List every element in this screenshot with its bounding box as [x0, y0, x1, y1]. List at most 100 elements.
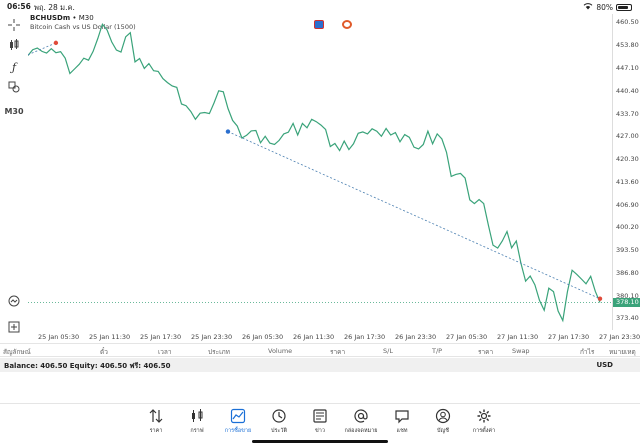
nav-label: การตั้งค่า — [472, 428, 496, 434]
bottom-nav: ราคา กราฟ การซื้อขาย ประวัติ ข่าว กล่องจดหมาย… — [0, 403, 640, 447]
price-tick-label: 453.80 — [616, 41, 639, 50]
nav-item[interactable]: ราคา — [136, 408, 176, 435]
nav-label: ราคา — [149, 428, 163, 434]
balance-bar: Balance: 406.50 Equity: 406.50 ฟรี: 406.… — [0, 358, 640, 372]
battery-percent: 80% — [596, 2, 613, 12]
signal-icon[interactable] — [342, 20, 352, 29]
price-tick-label: 380.10 — [616, 291, 639, 300]
chart-symbol: BCHUSDm — [30, 14, 71, 22]
price-tick-label: 373.40 — [616, 314, 639, 323]
battery-icon — [616, 3, 632, 11]
time-tick-label: 27 Jan 11:30 — [497, 333, 539, 341]
nav-item[interactable]: ข่าว — [300, 408, 340, 435]
time-tick-label: 26 Jan 05:30 — [242, 333, 284, 341]
trendline[interactable] — [28, 42, 57, 56]
chart-subtitle: Bitcoin Cash vs US Dollar (1500) — [30, 23, 136, 31]
nav-item[interactable]: แชท — [382, 408, 422, 435]
trendline[interactable] — [227, 131, 601, 300]
orders-column-header[interactable]: กำไร — [580, 348, 595, 356]
price-tick-label: 460.50 — [616, 18, 639, 27]
orders-column-header[interactable]: Volume — [268, 347, 293, 355]
price-tick-label: 427.00 — [616, 132, 639, 141]
price-tick-label: 406.90 — [616, 200, 639, 209]
orders-column-header[interactable]: ตั๋ว — [100, 348, 108, 356]
candles-icon — [192, 409, 203, 422]
price-axis: 460.50 453.80 447.10 440.40 433.70 427.00 420.… — [612, 14, 640, 330]
price-tick-label: 413.60 — [616, 177, 639, 186]
price-line — [28, 22, 601, 323]
chat-icon — [395, 410, 409, 424]
nav-label: แชท — [396, 428, 408, 434]
nav-label: บัญชี — [437, 428, 449, 434]
orders-column-header[interactable]: หมายเหตุ — [609, 348, 636, 356]
time-tick-label: 26 Jan 11:30 — [293, 333, 335, 341]
chart-area[interactable]: BCHUSDm • M30 Bitcoin Cash vs US Dollar … — [28, 14, 612, 330]
trade-icon[interactable] — [314, 20, 324, 29]
price-tick-label: 386.80 — [616, 268, 639, 277]
time-tick-label: 27 Jan 23:30 — [599, 333, 640, 341]
orders-column-header[interactable]: สัญลักษณ์ — [3, 348, 31, 356]
orders-column-header[interactable]: ประเภท — [208, 348, 230, 356]
price-tick-label: 393.50 — [616, 246, 639, 255]
indicators-icon[interactable] — [4, 36, 24, 54]
news-icon — [313, 409, 327, 423]
zoom-icon[interactable] — [4, 292, 24, 310]
time-tick-label: 26 Jan 23:30 — [395, 333, 437, 341]
home-indicator — [252, 440, 388, 443]
nav-item[interactable]: กราฟ — [177, 408, 217, 435]
orders-column-header[interactable]: S/L — [383, 347, 393, 355]
price-tick-label: 400.20 — [616, 223, 639, 232]
chart-title: BCHUSDm • M30 — [30, 14, 94, 22]
wifi-icon — [583, 2, 593, 12]
nav-item[interactable]: ประวัติ — [259, 408, 299, 435]
current-price-tag: 378.10 — [613, 297, 640, 307]
balance-text: Balance: 406.50 Equity: 406.50 ฟรี: 406.… — [4, 362, 171, 370]
timeframe-button[interactable]: M30 — [4, 106, 24, 116]
orders-column-header[interactable]: ราคา — [478, 348, 494, 356]
add-window-icon[interactable] — [4, 318, 24, 336]
at-icon — [354, 409, 368, 423]
status-date: พฤ. 28 ม.ค. — [34, 3, 75, 12]
chart-timeframe: • M30 — [70, 14, 94, 22]
orders-column-header[interactable]: ราคา — [330, 348, 346, 356]
function-icon[interactable]: ƒ — [11, 60, 17, 74]
price-tick-label: 420.30 — [616, 155, 639, 164]
chart-line-icon — [230, 408, 246, 424]
trendline-anchor[interactable] — [597, 296, 603, 301]
nav-item[interactable]: การตั้งค่า — [464, 408, 504, 435]
price-tick-label: 440.40 — [616, 86, 639, 95]
nav-label: การซื้อขาย — [224, 428, 252, 434]
status-time: 06:56 — [7, 2, 31, 11]
orders-column-header[interactable]: เวลา — [158, 348, 172, 356]
time-tick-label: 27 Jan 05:30 — [446, 333, 488, 341]
crosshair-icon[interactable] — [4, 16, 24, 34]
account-currency: USD — [596, 361, 613, 369]
status-bar: 06:56 พฤ. 28 ม.ค. 80% — [0, 0, 640, 14]
time-tick-label: 25 Jan 17:30 — [140, 333, 182, 341]
nav-item[interactable]: บัญชี — [423, 408, 463, 435]
gear-icon — [477, 409, 491, 423]
orders-table-header: สัญลักษณ์ ตั๋ว เวลา ประเภท Volume ราคา S/L T/P ร… — [0, 343, 640, 357]
time-tick-label: 27 Jan 17:30 — [548, 333, 590, 341]
status-right: 80% — [583, 2, 632, 12]
chart-top-icons — [314, 20, 352, 29]
nav-item[interactable]: กล่องจดหมาย — [341, 408, 381, 435]
trendline-anchor[interactable] — [225, 129, 231, 134]
time-tick-label: 25 Jan 11:30 — [89, 333, 131, 341]
account-icon — [435, 408, 451, 424]
orders-column-header[interactable]: T/P — [432, 347, 443, 355]
price-chart[interactable] — [28, 14, 612, 330]
price-tick-label: 447.10 — [616, 64, 639, 73]
trendline-anchor[interactable] — [53, 40, 59, 46]
nav-item[interactable]: การซื้อขาย — [218, 408, 258, 435]
objects-icon[interactable] — [4, 78, 24, 96]
time-tick-label: 26 Jan 17:30 — [344, 333, 386, 341]
history-icon — [272, 409, 286, 423]
nav-label: กล่องจดหมาย — [344, 428, 378, 434]
orders-column-header[interactable]: Swap — [512, 347, 530, 355]
nav-label: ประวัติ — [270, 428, 288, 434]
left-toolbar: ƒ M30 — [0, 14, 28, 334]
time-tick-label: 25 Jan 05:30 — [38, 333, 80, 341]
nav-label: ข่าว — [315, 428, 325, 434]
time-tick-label: 25 Jan 23:30 — [191, 333, 233, 341]
